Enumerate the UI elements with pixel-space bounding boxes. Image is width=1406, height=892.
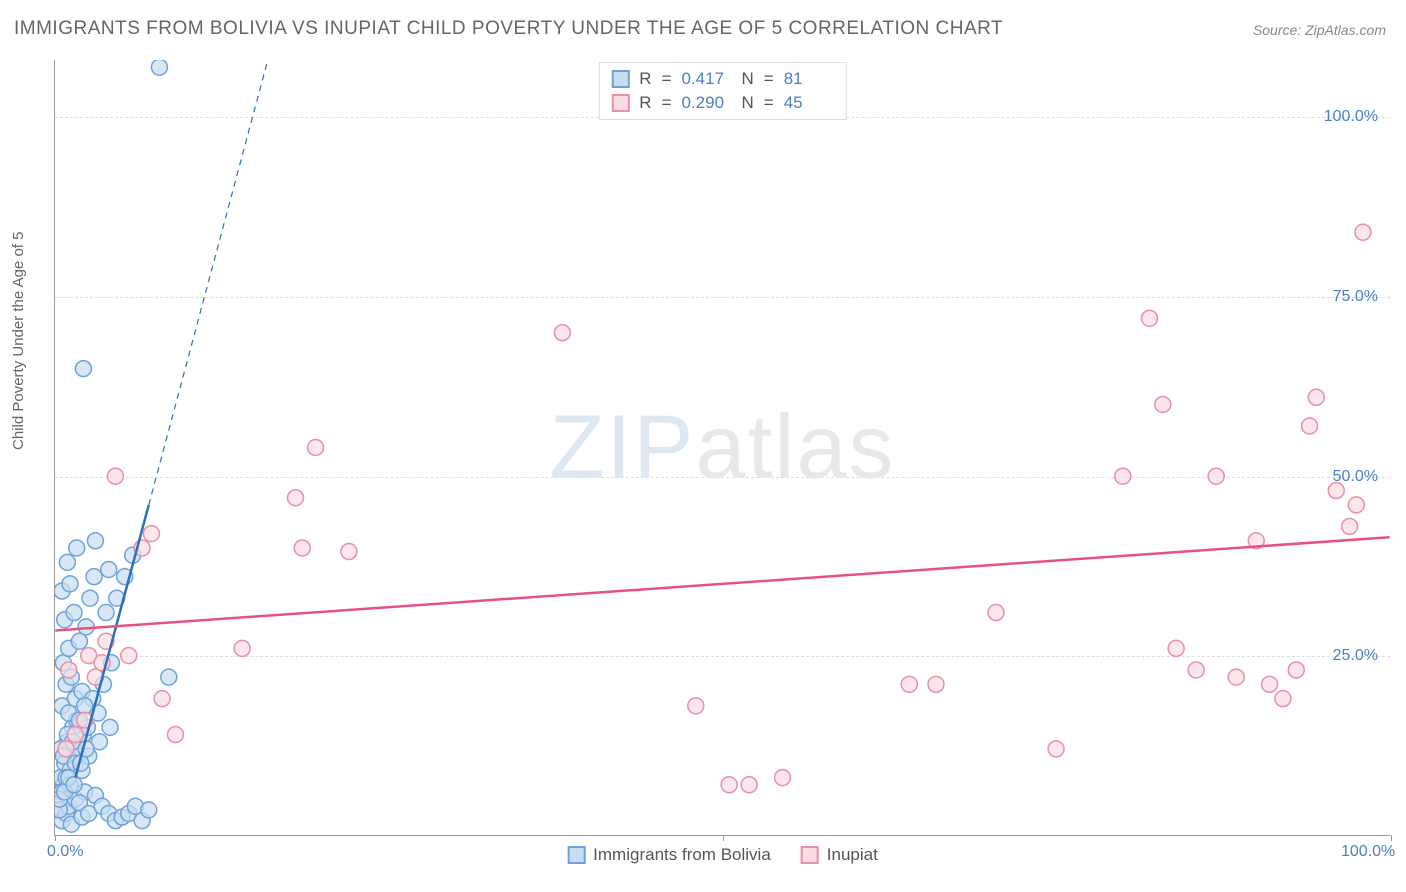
legend-swatch-series-1 — [611, 94, 629, 112]
r-value-series-0: 0.417 — [682, 69, 732, 89]
correlation-legend: R = 0.417 N = 81 R = 0.290 N = 45 — [598, 62, 846, 120]
legend-swatch-series-1 — [801, 846, 819, 864]
n-label: N — [742, 69, 754, 89]
data-point — [688, 698, 704, 714]
data-point — [1228, 669, 1244, 685]
chart-svg — [55, 60, 1390, 835]
data-point — [107, 468, 123, 484]
data-point — [775, 770, 791, 786]
data-point — [67, 727, 83, 743]
data-point — [59, 554, 75, 570]
data-point — [161, 669, 177, 685]
data-point — [167, 727, 183, 743]
data-point — [1302, 418, 1318, 434]
chart-title: IMMIGRANTS FROM BOLIVIA VS INUPIAT CHILD… — [14, 18, 1003, 40]
source-attribution: Source: ZipAtlas.com — [1253, 22, 1386, 38]
data-point — [143, 526, 159, 542]
data-point — [71, 633, 87, 649]
data-point — [1141, 310, 1157, 326]
eq-sign: = — [764, 93, 774, 113]
data-point — [554, 325, 570, 341]
data-point — [86, 569, 102, 585]
legend-swatch-series-0 — [567, 846, 585, 864]
legend-row-series-0: R = 0.417 N = 81 — [611, 67, 833, 91]
data-point — [151, 60, 167, 75]
eq-sign: = — [764, 69, 774, 89]
data-point — [234, 640, 250, 656]
data-point — [102, 719, 118, 735]
data-point — [1328, 483, 1344, 499]
trend-line-dashed — [149, 60, 416, 505]
eq-sign: = — [662, 69, 672, 89]
data-point — [121, 648, 137, 664]
data-point — [101, 562, 117, 578]
y-axis-label: Child Poverty Under the Age of 5 — [10, 232, 27, 450]
data-point — [98, 605, 114, 621]
n-value-series-0: 81 — [784, 69, 834, 89]
data-point — [1342, 518, 1358, 534]
data-point — [62, 576, 78, 592]
trend-line — [55, 537, 1389, 630]
data-point — [75, 361, 91, 377]
data-point — [1348, 497, 1364, 513]
n-value-series-1: 45 — [784, 93, 834, 113]
series-legend: Immigrants from Bolivia Inupiat — [567, 845, 878, 865]
data-point — [1262, 676, 1278, 692]
legend-item-series-0: Immigrants from Bolivia — [567, 845, 771, 865]
data-point — [82, 590, 98, 606]
data-point — [1155, 396, 1171, 412]
data-point — [1355, 224, 1371, 240]
x-tick — [55, 835, 56, 841]
eq-sign: = — [662, 93, 672, 113]
series-label-0: Immigrants from Bolivia — [593, 845, 771, 865]
data-point — [1275, 691, 1291, 707]
legend-row-series-1: R = 0.290 N = 45 — [611, 91, 833, 115]
data-point — [58, 741, 74, 757]
data-point — [1308, 389, 1324, 405]
x-tick — [723, 835, 724, 841]
plot-area: ZIPatlas 25.0% 50.0% 75.0% 100.0% 0.0%10… — [54, 60, 1390, 836]
data-point — [1115, 468, 1131, 484]
data-point — [1168, 640, 1184, 656]
series-label-1: Inupiat — [827, 845, 878, 865]
data-point — [901, 676, 917, 692]
data-point — [1288, 662, 1304, 678]
data-point — [308, 440, 324, 456]
x-tick-label: 0.0% — [47, 843, 83, 861]
data-point — [87, 533, 103, 549]
data-point — [1188, 662, 1204, 678]
data-point — [69, 540, 85, 556]
data-point — [341, 544, 357, 560]
data-point — [741, 777, 757, 793]
data-point — [61, 662, 77, 678]
data-point — [988, 605, 1004, 621]
data-point — [154, 691, 170, 707]
r-label: R — [639, 69, 651, 89]
data-point — [66, 605, 82, 621]
data-point — [1048, 741, 1064, 757]
data-point — [721, 777, 737, 793]
data-point — [294, 540, 310, 556]
source-label: Source: — [1253, 22, 1305, 38]
x-tick-label: 100.0% — [1341, 843, 1395, 861]
data-point — [1208, 468, 1224, 484]
n-label: N — [742, 93, 754, 113]
data-point — [928, 676, 944, 692]
data-point — [77, 698, 93, 714]
data-point — [141, 802, 157, 818]
r-value-series-1: 0.290 — [682, 93, 732, 113]
legend-item-series-1: Inupiat — [801, 845, 878, 865]
r-label: R — [639, 93, 651, 113]
data-point — [66, 777, 82, 793]
source-name: ZipAtlas.com — [1305, 22, 1386, 38]
data-point — [288, 490, 304, 506]
legend-swatch-series-0 — [611, 70, 629, 88]
x-tick — [1391, 835, 1392, 841]
